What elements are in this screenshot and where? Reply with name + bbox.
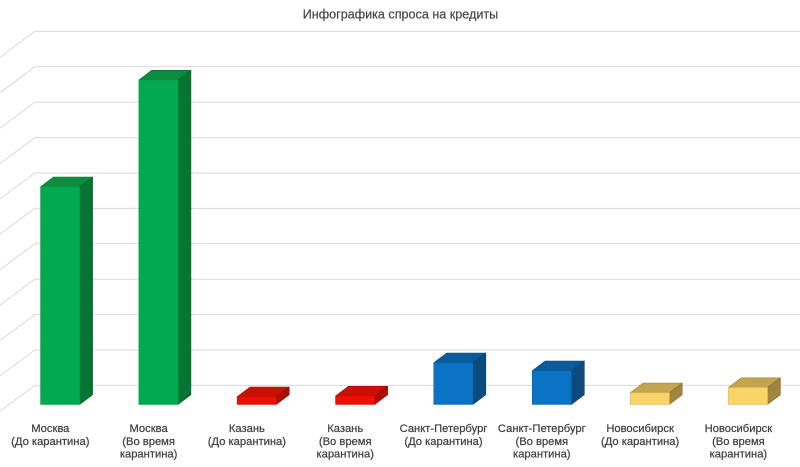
svg-text:карантина): карантина) <box>316 449 374 461</box>
svg-text:Санкт-Петербург: Санкт-Петербург <box>400 423 488 435</box>
svg-text:Москва: Москва <box>31 423 70 435</box>
svg-text:Инфографика спроса на кредиты: Инфографика спроса на кредиты <box>303 8 499 22</box>
svg-text:(До карантина): (До карантина) <box>208 436 287 448</box>
svg-text:(До карантина): (До карантина) <box>601 436 680 448</box>
svg-text:(Во время: (Во время <box>122 436 175 448</box>
svg-text:(Во время: (Во время <box>319 436 372 448</box>
svg-text:карантина): карантина) <box>710 449 768 461</box>
svg-text:Новосибирск: Новосибирск <box>705 423 773 435</box>
svg-text:(Во время: (Во время <box>515 436 568 448</box>
svg-text:Казань: Казань <box>229 423 265 435</box>
svg-text:(До карантина): (До карантина) <box>404 436 483 448</box>
svg-text:карантина): карантина) <box>120 449 178 461</box>
svg-text:(Во время: (Во время <box>712 436 765 448</box>
svg-text:(До карантина): (До карантина) <box>11 436 90 448</box>
svg-text:Новосибирск: Новосибирск <box>606 423 674 435</box>
svg-text:Санкт-Петербург: Санкт-Петербург <box>498 423 586 435</box>
svg-text:Казань: Казань <box>327 423 363 435</box>
svg-text:карантина): карантина) <box>513 449 571 461</box>
svg-text:Москва: Москва <box>129 423 168 435</box>
